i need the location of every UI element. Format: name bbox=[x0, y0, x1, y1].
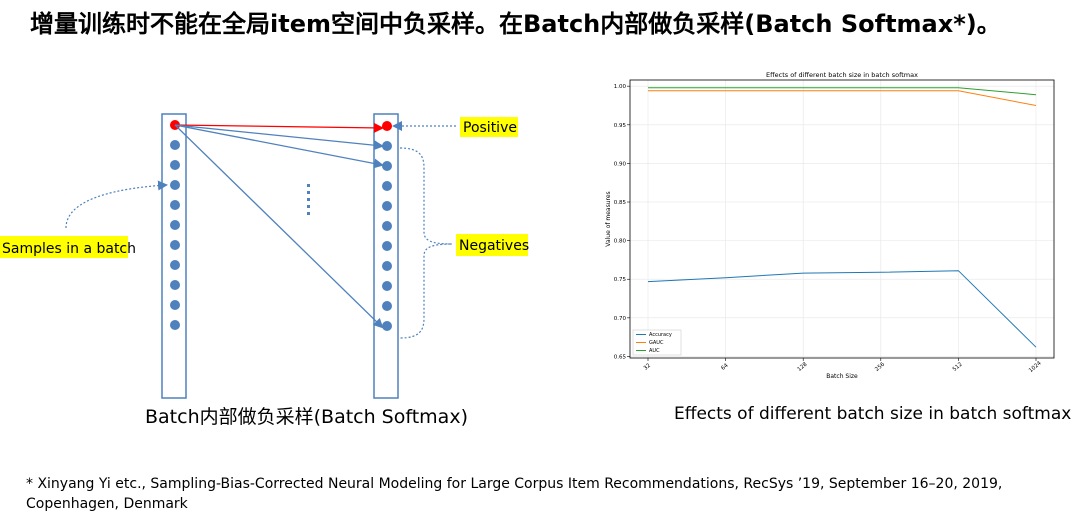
sample-dot bbox=[170, 260, 180, 270]
item-dot bbox=[382, 281, 392, 291]
legend-label: Accuracy bbox=[649, 332, 672, 338]
legend-label: GAUC bbox=[649, 340, 664, 346]
y-tick-label: 0.90 bbox=[614, 161, 627, 167]
positive-label-highlight bbox=[460, 117, 518, 137]
plot-area bbox=[629, 79, 1055, 359]
y-tick-label: 0.80 bbox=[614, 239, 627, 245]
negative-arrow bbox=[174, 124, 384, 329]
item-dot bbox=[382, 141, 392, 151]
batch-size-chart: Effects of different batch size in batch… bbox=[605, 71, 1055, 380]
item-dot bbox=[382, 241, 392, 251]
samples-label: Samples in a batch bbox=[2, 241, 136, 257]
ellipsis-dots bbox=[307, 184, 310, 215]
positive-item-dot bbox=[382, 121, 392, 131]
chart-grid bbox=[630, 80, 1054, 358]
chart-legend: Accuracy GAUC AUC bbox=[632, 329, 682, 356]
x-tick-label: 1024 bbox=[1028, 360, 1043, 374]
legend-label: AUC bbox=[649, 348, 660, 354]
sample-dot bbox=[170, 240, 180, 250]
chart-ticks: 0.65 0.70 0.75 0.80 0.85 0.90 0.95 1.00 32 64 128 2… bbox=[614, 84, 1043, 374]
y-tick-label: 0.65 bbox=[614, 354, 627, 360]
x-tick-label: 512 bbox=[952, 362, 964, 373]
chart-lines bbox=[647, 87, 1037, 348]
negatives-brace bbox=[399, 147, 453, 339]
item-dot bbox=[382, 181, 392, 191]
y-tick-label: 0.75 bbox=[614, 277, 627, 283]
x-axis-label: Batch Size bbox=[826, 373, 858, 380]
y-axis-label: Value of measures bbox=[605, 191, 612, 246]
right-batch-box bbox=[373, 113, 399, 399]
item-dot bbox=[382, 201, 392, 211]
positive-arrow bbox=[174, 122, 384, 133]
samples-label-highlight bbox=[0, 236, 128, 258]
sample-dot bbox=[170, 200, 180, 210]
chart-title: Effects of different batch size in batch… bbox=[766, 71, 918, 79]
item-dot bbox=[382, 221, 392, 231]
negatives-label: Negatives bbox=[459, 238, 529, 254]
negatives-label-highlight bbox=[456, 234, 528, 256]
positive-label: Positive bbox=[463, 120, 517, 136]
sample-dot bbox=[170, 220, 180, 230]
samples-pointer bbox=[65, 180, 168, 229]
y-tick-label: 0.85 bbox=[614, 200, 627, 206]
series-line-gauc bbox=[648, 90, 1037, 106]
sample-dot bbox=[170, 300, 180, 310]
page-title: 增量训练时不能在全局item空间中负采样。在Batch内部做负采样(Batch … bbox=[30, 10, 1001, 38]
negative-arrow bbox=[174, 124, 384, 151]
negative-arrow bbox=[174, 124, 384, 169]
sample-dot bbox=[170, 180, 180, 190]
batch-softmax-diagram: Samples in a batch Positive Negatives bbox=[0, 113, 529, 399]
right-item-dots bbox=[382, 121, 392, 331]
left-batch-box bbox=[161, 113, 187, 399]
x-tick-label: 256 bbox=[874, 361, 886, 373]
y-tick-label: 1.00 bbox=[614, 84, 627, 90]
left-sample-dots bbox=[170, 120, 180, 330]
series-line-accuracy bbox=[647, 270, 1037, 348]
y-tick-label: 0.70 bbox=[614, 316, 627, 322]
x-tick-label: 64 bbox=[720, 362, 730, 371]
footnote: * Xinyang Yi etc., Sampling-Bias-Correct… bbox=[26, 476, 1003, 512]
sample-dot bbox=[170, 140, 180, 150]
series-line-auc bbox=[648, 87, 1037, 96]
sample-dot bbox=[170, 320, 180, 330]
x-tick-label: 128 bbox=[797, 361, 809, 373]
item-dot bbox=[382, 261, 392, 271]
sample-dot bbox=[170, 160, 180, 170]
chart-caption: Effects of different batch size in batch… bbox=[674, 404, 1072, 424]
y-tick-label: 0.95 bbox=[614, 123, 627, 129]
sample-dot bbox=[170, 280, 180, 290]
item-dot bbox=[382, 321, 392, 331]
diagram-caption: Batch内部做负采样(Batch Softmax) bbox=[145, 406, 468, 428]
item-dot bbox=[382, 161, 392, 171]
item-dot bbox=[382, 301, 392, 311]
x-tick-label: 32 bbox=[643, 363, 652, 372]
